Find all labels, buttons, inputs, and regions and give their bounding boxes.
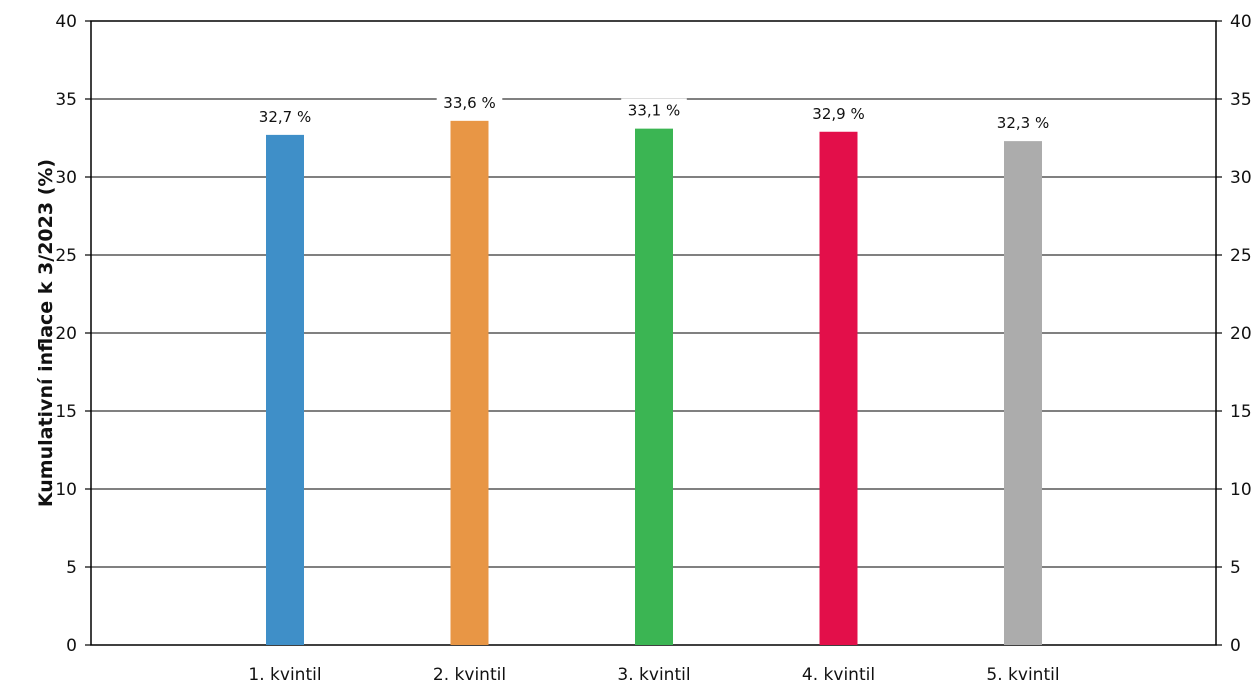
y-tick-label-left: 15 xyxy=(55,402,77,422)
y-axis-right: 0 5 10 15 20 25 30 35 40 xyxy=(1216,12,1252,656)
x-category-label: 1. kvintil xyxy=(248,665,321,685)
y-tick-label-left: 0 xyxy=(66,636,77,656)
bar xyxy=(266,134,304,645)
y-tick-label-right: 30 xyxy=(1230,168,1252,188)
y-tick-label-right: 5 xyxy=(1230,558,1241,578)
bar xyxy=(819,131,858,645)
bar xyxy=(635,128,673,645)
y-tick-label-left: 35 xyxy=(55,90,77,110)
data-label-background xyxy=(436,90,503,113)
y-tick-label-left: 30 xyxy=(55,168,77,188)
y-tick-label-right: 0 xyxy=(1230,636,1241,656)
bar-value-labels: 32,7 % 33,6 % 33,1 % 32,9 % 32,3 % xyxy=(252,90,1056,134)
y-tick-label-right: 20 xyxy=(1230,324,1252,344)
y-axis-left: 0 5 10 15 20 25 30 35 40 xyxy=(55,12,91,656)
bar-value-label: 32,7 % xyxy=(259,108,311,126)
y-tick-label-right: 15 xyxy=(1230,402,1252,422)
data-label-background xyxy=(252,104,318,127)
y-tick-label-right: 40 xyxy=(1230,12,1252,32)
bar-value-label: 33,1 % xyxy=(628,102,680,120)
y-tick-label-left: 10 xyxy=(55,480,77,500)
x-category-label: 3. kvintil xyxy=(617,665,690,685)
y-tick-label-right: 25 xyxy=(1230,246,1252,266)
bar xyxy=(450,120,489,646)
x-category-label: 5. kvintil xyxy=(986,665,1059,685)
y-tick-label-left: 5 xyxy=(66,558,77,578)
y-tick-label-left: 40 xyxy=(55,12,77,32)
y-tick-label-right: 10 xyxy=(1230,480,1252,500)
y-tick-label-left: 25 xyxy=(55,246,77,266)
data-label-background xyxy=(621,98,687,121)
bars xyxy=(266,120,1042,646)
y-axis-title: Kumulativní inflace k 3/2023 (%) xyxy=(35,159,57,507)
y-tick-label-right: 35 xyxy=(1230,90,1252,110)
bar-value-label: 32,9 % xyxy=(812,105,864,123)
data-label-background xyxy=(990,111,1056,134)
bar xyxy=(1004,141,1042,645)
data-label-background xyxy=(805,101,872,124)
bar-value-label: 32,3 % xyxy=(997,114,1049,132)
bar-value-label: 33,6 % xyxy=(443,94,495,112)
y-tick-label-left: 20 xyxy=(55,324,77,344)
x-category-label: 4. kvintil xyxy=(802,665,875,685)
x-category-label: 2. kvintil xyxy=(433,665,506,685)
x-axis: 1. kvintil 2. kvintil 3. kvintil 4. kvintil… xyxy=(248,665,1059,685)
